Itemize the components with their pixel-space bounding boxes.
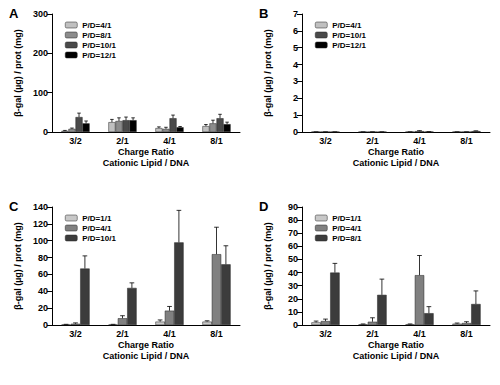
svg-text:2/1: 2/1 bbox=[366, 136, 379, 146]
svg-text:3/2: 3/2 bbox=[319, 136, 332, 146]
svg-text:7: 7 bbox=[293, 9, 298, 19]
svg-text:80: 80 bbox=[288, 215, 298, 225]
svg-text:P/D=10/1: P/D=10/1 bbox=[332, 31, 366, 40]
svg-text:Cationic Lipid / DNA: Cationic Lipid / DNA bbox=[103, 351, 190, 361]
svg-text:P/D=10/1: P/D=10/1 bbox=[82, 234, 116, 243]
svg-text:4/1: 4/1 bbox=[163, 136, 176, 146]
svg-text:P/D=8/1: P/D=8/1 bbox=[82, 31, 112, 40]
svg-text:5: 5 bbox=[293, 43, 298, 53]
svg-text:P/D=1/1: P/D=1/1 bbox=[332, 214, 362, 223]
svg-text:Cationic Lipid / DNA: Cationic Lipid / DNA bbox=[103, 158, 190, 168]
svg-text:β-gal (µg) / prot (mg): β-gal (µg) / prot (mg) bbox=[13, 222, 23, 310]
svg-text:100: 100 bbox=[33, 88, 48, 98]
svg-text:2/1: 2/1 bbox=[366, 329, 379, 339]
svg-text:P/D=12/1: P/D=12/1 bbox=[82, 51, 116, 60]
svg-text:β-gal (µg) / prot (mg): β-gal (µg) / prot (mg) bbox=[263, 29, 273, 117]
svg-text:3/2: 3/2 bbox=[69, 329, 82, 339]
svg-text:Charge Ratio: Charge Ratio bbox=[368, 147, 425, 157]
svg-text:P/D=4/1: P/D=4/1 bbox=[332, 21, 362, 30]
svg-text:8/1: 8/1 bbox=[460, 136, 473, 146]
svg-text:P/D=1/1: P/D=1/1 bbox=[82, 214, 112, 223]
svg-text:20: 20 bbox=[288, 294, 298, 304]
svg-text:200: 200 bbox=[33, 48, 48, 58]
svg-text:Charge Ratio: Charge Ratio bbox=[368, 340, 425, 350]
svg-text:P/D=4/1: P/D=4/1 bbox=[82, 21, 112, 30]
svg-text:8/1: 8/1 bbox=[210, 136, 223, 146]
svg-text:A: A bbox=[9, 6, 19, 21]
svg-text:P/D=10/1: P/D=10/1 bbox=[82, 41, 116, 50]
svg-text:Charge Ratio: Charge Ratio bbox=[118, 340, 175, 350]
svg-text:80: 80 bbox=[38, 253, 48, 263]
svg-text:P/D=4/1: P/D=4/1 bbox=[332, 224, 362, 233]
svg-text:0: 0 bbox=[43, 320, 48, 330]
svg-text:B: B bbox=[259, 6, 268, 21]
svg-text:6: 6 bbox=[293, 26, 298, 36]
svg-text:2/1: 2/1 bbox=[116, 136, 129, 146]
svg-text:100: 100 bbox=[33, 236, 48, 246]
svg-text:0: 0 bbox=[43, 127, 48, 137]
svg-text:D: D bbox=[259, 199, 268, 214]
svg-text:P/D=12/1: P/D=12/1 bbox=[332, 41, 366, 50]
svg-text:30: 30 bbox=[288, 281, 298, 291]
svg-text:3/2: 3/2 bbox=[319, 329, 332, 339]
svg-text:4/1: 4/1 bbox=[163, 329, 176, 339]
svg-text:20: 20 bbox=[38, 303, 48, 313]
svg-text:140: 140 bbox=[33, 202, 48, 212]
svg-text:2/1: 2/1 bbox=[116, 329, 129, 339]
svg-text:P/D=8/1: P/D=8/1 bbox=[332, 234, 362, 243]
svg-text:0: 0 bbox=[293, 320, 298, 330]
svg-text:40: 40 bbox=[288, 268, 298, 278]
svg-text:3/2: 3/2 bbox=[69, 136, 82, 146]
svg-text:70: 70 bbox=[288, 228, 298, 238]
svg-text:β-gal (µg) / prot (mg): β-gal (µg) / prot (mg) bbox=[263, 222, 273, 310]
svg-text:C: C bbox=[9, 199, 19, 214]
svg-text:1: 1 bbox=[293, 110, 298, 120]
svg-text:Cationic Lipid / DNA: Cationic Lipid / DNA bbox=[353, 351, 440, 361]
svg-text:8/1: 8/1 bbox=[460, 329, 473, 339]
svg-text:Charge Ratio: Charge Ratio bbox=[118, 147, 175, 157]
svg-text:P/D=4/1: P/D=4/1 bbox=[82, 224, 112, 233]
svg-text:60: 60 bbox=[288, 241, 298, 251]
svg-text:40: 40 bbox=[38, 286, 48, 296]
svg-text:2: 2 bbox=[293, 93, 298, 103]
svg-text:4: 4 bbox=[293, 60, 298, 70]
svg-text:300: 300 bbox=[33, 9, 48, 19]
svg-text:3: 3 bbox=[293, 76, 298, 86]
svg-text:4/1: 4/1 bbox=[413, 136, 426, 146]
svg-text:90: 90 bbox=[288, 202, 298, 212]
svg-text:50: 50 bbox=[288, 254, 298, 264]
svg-text:8/1: 8/1 bbox=[210, 329, 223, 339]
svg-text:10: 10 bbox=[288, 307, 298, 317]
svg-text:Cationic Lipid / DNA: Cationic Lipid / DNA bbox=[353, 158, 440, 168]
svg-text:120: 120 bbox=[33, 219, 48, 229]
svg-text:60: 60 bbox=[38, 269, 48, 279]
svg-text:4/1: 4/1 bbox=[413, 329, 426, 339]
svg-text:β-gal (µg) / prot (mg): β-gal (µg) / prot (mg) bbox=[13, 29, 23, 117]
svg-text:0: 0 bbox=[293, 127, 298, 137]
